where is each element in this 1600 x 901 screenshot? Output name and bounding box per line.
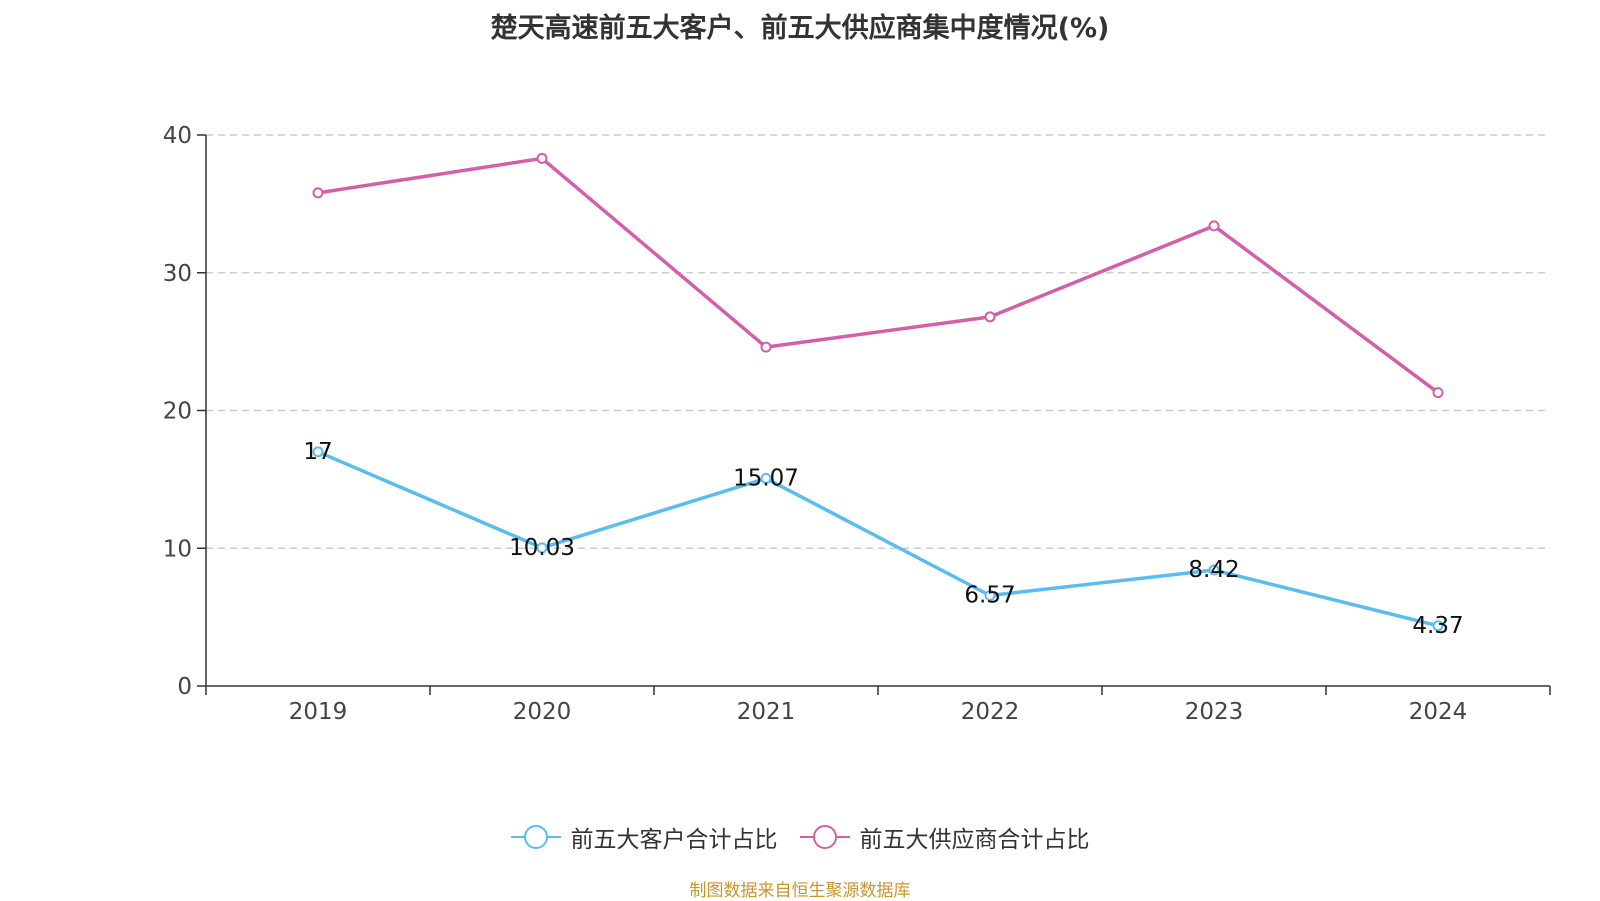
- chart-legend: 前五大客户合计占比 前五大供应商合计占比: [0, 820, 1600, 854]
- data-point-1-2023: [1208, 220, 1220, 232]
- data-point-1-2022: [984, 311, 996, 323]
- data-label-0-2023: 8.42: [1188, 557, 1239, 583]
- y-tick-label-30: 30: [163, 261, 192, 287]
- x-tick-label-2021: 2021: [737, 699, 796, 725]
- data-label-0-2024: 4.37: [1412, 613, 1463, 639]
- data-point-0-2021: [760, 472, 772, 484]
- data-point-0-2020: [536, 542, 548, 554]
- legend-circle-customers: [523, 825, 548, 849]
- data-point-1-2021: [760, 341, 772, 353]
- data-label-0-2022: 6.57: [964, 582, 1015, 608]
- y-tick-label-0: 0: [177, 674, 192, 700]
- series-line-1: [317, 156, 1440, 394]
- data-point-1-2024: [1432, 387, 1444, 399]
- legend-label-customers: 前五大客户合计占比: [570, 827, 778, 853]
- legend-marker-customers-icon: [510, 825, 561, 849]
- legend-item-customers[interactable]: 前五大客户合计占比: [510, 820, 778, 854]
- data-point-1-2019: [312, 187, 324, 199]
- y-tick-label-20: 20: [163, 399, 192, 425]
- legend-marker-suppliers-icon: [799, 825, 850, 849]
- data-point-1-2020: [536, 152, 548, 164]
- legend-item-suppliers[interactable]: 前五大供应商合计占比: [799, 820, 1090, 854]
- data-point-0-2022: [984, 589, 996, 601]
- data-label-0-2021: 15.07: [733, 465, 799, 491]
- legend-label-suppliers: 前五大供应商合计占比: [859, 827, 1090, 853]
- data-label-0-2019: 17: [303, 439, 332, 465]
- x-tick-label-2023: 2023: [1185, 699, 1244, 725]
- y-tick-label-10: 10: [163, 536, 192, 562]
- source-note: 制图数据来自恒生聚源数据库: [689, 881, 911, 901]
- x-tick-label-2022: 2022: [961, 699, 1020, 725]
- data-point-0-2024: [1432, 620, 1444, 632]
- data-point-0-2019: [312, 446, 324, 458]
- data-label-0-2020: 10.03: [509, 535, 575, 561]
- chart-title: 楚天高速前五大客户、前五大供应商集中度情况(%): [490, 13, 1110, 44]
- series-line-0: [317, 450, 1439, 628]
- data-point-0-2023: [1208, 564, 1220, 576]
- x-tick-label-2024: 2024: [1409, 699, 1468, 725]
- x-tick-label-2020: 2020: [513, 699, 572, 725]
- y-tick-label-40: 40: [163, 123, 192, 149]
- x-tick-label-2019: 2019: [289, 699, 348, 725]
- legend-circle-suppliers: [812, 825, 837, 849]
